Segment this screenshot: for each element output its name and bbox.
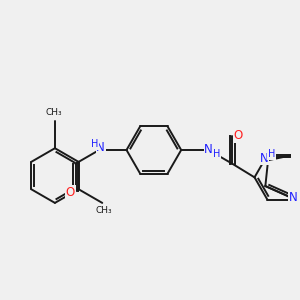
Text: H: H: [268, 149, 275, 160]
Text: N: N: [96, 141, 105, 154]
Text: N: N: [289, 191, 298, 204]
Text: H: H: [213, 148, 220, 159]
Text: O: O: [66, 186, 75, 199]
Text: N: N: [204, 143, 213, 156]
Text: H: H: [91, 139, 99, 149]
Text: N: N: [260, 152, 269, 165]
Text: CH₃: CH₃: [45, 108, 62, 117]
Text: CH₃: CH₃: [95, 206, 112, 215]
Text: O: O: [233, 129, 243, 142]
